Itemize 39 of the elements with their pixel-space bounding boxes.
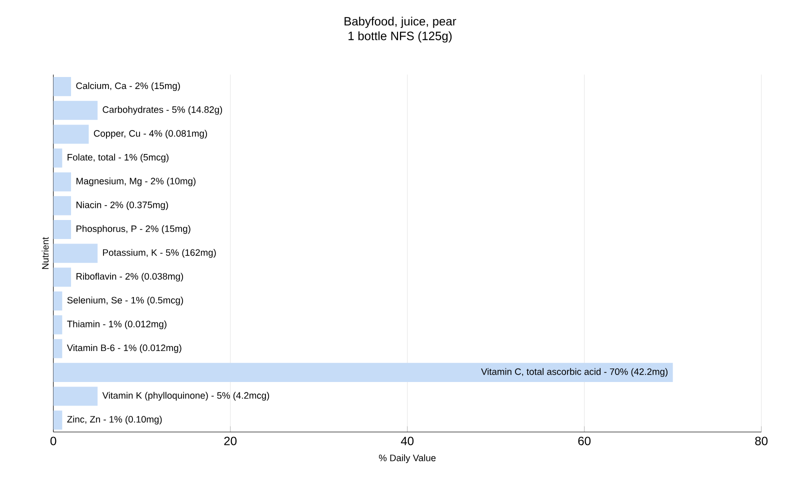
y-tick-label: Potassium, K - 5% (162mg) bbox=[103, 248, 216, 258]
bar bbox=[53, 148, 62, 168]
bar bbox=[53, 362, 673, 382]
bar bbox=[53, 100, 98, 120]
bar bbox=[53, 244, 98, 263]
bar bbox=[53, 196, 72, 216]
y-tick-label: Calcium, Ca - 2% (15mg) bbox=[76, 82, 180, 91]
x-tick-label: 80 bbox=[755, 436, 768, 446]
chart-subtitle: 1 bottle NFS (125g) bbox=[348, 31, 452, 43]
y-tick-label: Niacin - 2% (0.375mg) bbox=[76, 201, 168, 210]
x-tick-label: 40 bbox=[400, 436, 414, 446]
x-tick-label: 0 bbox=[50, 436, 56, 446]
y-tick-label: Zinc, Zn - 1% (0.10mg) bbox=[67, 416, 162, 424]
bar bbox=[53, 268, 72, 287]
y-tick-label: Riboflavin - 2% (0.038mg) bbox=[76, 272, 184, 282]
bar bbox=[53, 77, 72, 96]
y-tick-label: Thiamin - 1% (0.012mg) bbox=[67, 320, 166, 330]
bar bbox=[53, 410, 62, 430]
y-axis-title: Nutrient bbox=[42, 237, 49, 269]
bar bbox=[53, 220, 72, 240]
chart-title: Babyfood, juice, pear bbox=[344, 16, 456, 28]
y-tick-label: Vitamin B-6 - 1% (0.012mg) bbox=[66, 344, 182, 353]
bar bbox=[53, 339, 62, 358]
y-tick-label: Phosphorus, P - 2% (15mg) bbox=[76, 225, 190, 234]
y-tick-label: Magnesium, Mg - 2% (10mg) bbox=[76, 178, 196, 186]
y-tick-label: Vitamin C, total ascorbic acid - 70% (42.2mg) bbox=[481, 368, 668, 377]
y-tick-label: Selenium, Se - 1% (0.5mcg) bbox=[67, 296, 184, 306]
bar bbox=[53, 386, 98, 406]
y-tick-label: Carbohydrates - 5% (14.82g) bbox=[102, 106, 222, 115]
y-tick-label: Copper, Cu - 4% (0.081mg) bbox=[94, 130, 207, 139]
bar bbox=[53, 172, 72, 192]
x-axis-title: % Daily Value bbox=[378, 454, 436, 464]
x-tick-label: 20 bbox=[224, 436, 237, 446]
y-tick-label: Vitamin K (phylloquinone) - 5% (4.2mcg) bbox=[102, 392, 270, 401]
bar bbox=[53, 315, 62, 334]
y-tick-label: Folate, total - 1% (5mcg) bbox=[68, 154, 168, 162]
bar bbox=[53, 291, 62, 311]
x-tick-label: 60 bbox=[578, 436, 591, 446]
bar bbox=[53, 124, 89, 144]
